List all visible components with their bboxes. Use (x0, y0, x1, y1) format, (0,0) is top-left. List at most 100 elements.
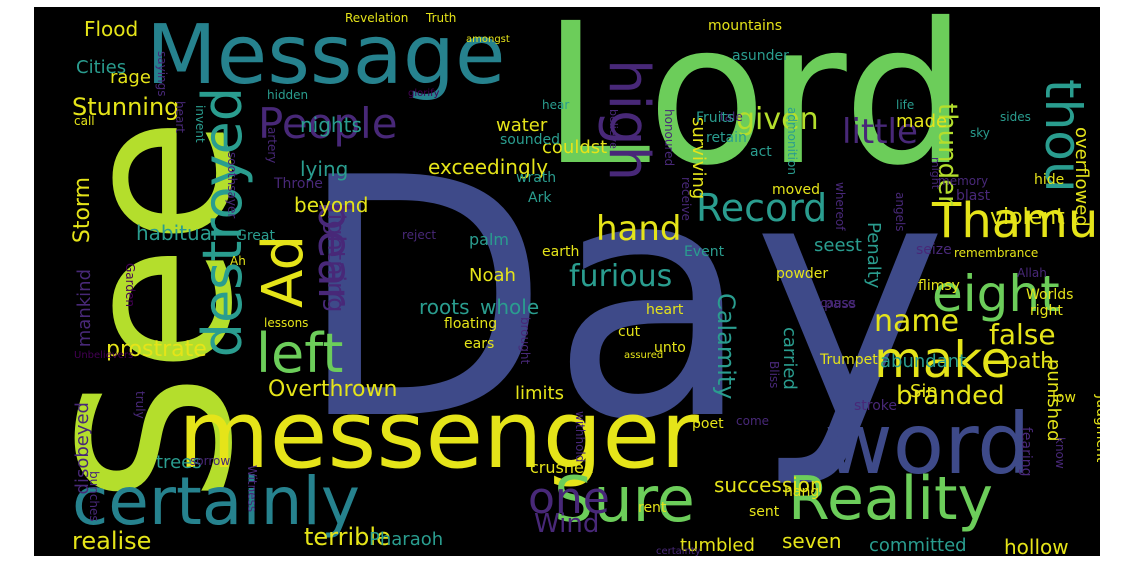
word-beyond: beyond (294, 193, 369, 217)
word-committed: committed (869, 535, 967, 556)
word-great: Great (236, 228, 275, 244)
word-hidden: hidden (267, 88, 309, 102)
word-stroke: stroke (854, 398, 898, 414)
word-unto: unto (654, 340, 686, 356)
word-reject: reject (402, 228, 437, 242)
word-wind: Wind (534, 509, 600, 539)
word-throne: Throne (274, 176, 323, 192)
word-terrible: terrible (304, 523, 391, 551)
word-reality: Reality (788, 464, 994, 534)
word-thou: thou (1034, 79, 1092, 193)
word-heart: heart (173, 101, 187, 133)
word-know: know (1053, 437, 1067, 469)
word-truth: Truth (426, 11, 457, 25)
word-bunches: bunches (87, 471, 101, 522)
word-fearing: fearing (1018, 427, 1034, 477)
word-calamity: Calamity (712, 293, 740, 400)
word-storm: Storm (70, 177, 95, 244)
word-habitual: habitual (136, 221, 218, 245)
word-palm: palm (469, 230, 509, 249)
word-act: act (750, 144, 772, 160)
word-allah: Allah (1017, 266, 1047, 280)
word-thunder: thunder (932, 103, 962, 206)
word-hollow: hollow (1004, 535, 1069, 556)
word-wrath: wrath (516, 170, 557, 186)
word-powder: powder (776, 266, 829, 282)
word-judgment: Judgment (1093, 395, 1100, 463)
word-floating: floating (444, 316, 498, 332)
word-limits: limits (515, 383, 564, 404)
word-day: Day (296, 108, 948, 492)
word-hide: hide (1034, 172, 1065, 188)
word-record: Record (696, 186, 828, 230)
word-overflowed: overflowed (1071, 127, 1092, 227)
word-made: made (896, 111, 948, 132)
word-honoured: honoured (662, 109, 676, 167)
word-soothsayer: soothsayer (225, 152, 239, 219)
word-garden: Garden (123, 263, 137, 307)
word-seven: seven (782, 529, 842, 553)
word-ark: Ark (528, 190, 552, 206)
word-sounded: sounded (500, 132, 560, 148)
word-messenger: messenger (178, 381, 699, 490)
word-worlds: Worlds (1026, 287, 1074, 303)
word-succession: succession (714, 473, 823, 497)
word-pass: pass (824, 296, 857, 312)
word-crushed: crushed (530, 458, 594, 477)
word-path: path (1004, 349, 1055, 374)
word-roots: roots (419, 295, 470, 319)
word-brought: brought (518, 317, 532, 365)
word-assured: assured (624, 350, 664, 361)
word-admonition: admonition (785, 107, 799, 175)
word-sent: sent (749, 504, 780, 520)
word-unbelievers: Unbelievers (74, 350, 134, 361)
word-hear: hear (542, 98, 570, 112)
word-revelation: Revelation (345, 11, 409, 25)
word-invent: invent (193, 105, 207, 143)
word-cause: cause (820, 296, 856, 310)
word-carried: carried (779, 327, 800, 390)
word-lessons: lessons (264, 316, 309, 330)
word-high: high (596, 59, 661, 182)
word-thamud: Thamud (932, 193, 1100, 249)
word-earth: earth (542, 244, 580, 260)
word-sky: sky (970, 126, 990, 140)
word-left: left (256, 322, 344, 385)
word-one: one (528, 473, 610, 524)
word-rent: rent (638, 500, 667, 516)
word-stunning: Stunning (72, 93, 180, 121)
word-flood: Flood (84, 17, 139, 41)
word-noah: Noah (469, 265, 516, 286)
word-ears: ears (464, 336, 495, 352)
word-heart2: heart (646, 302, 684, 318)
word-memory: memory (938, 174, 989, 188)
word-fruits: Fruits (696, 110, 735, 126)
word-ah: Ah (230, 254, 246, 268)
word-lightning: lightning (322, 207, 350, 313)
word-penalty: Penalty (863, 222, 884, 289)
word-ad: Ad (251, 235, 316, 308)
word-hand: hand (596, 209, 682, 249)
word-angels: angels (893, 192, 907, 232)
word-might: might (929, 157, 942, 190)
word-sides: sides (1000, 110, 1031, 124)
word-moved: moved (772, 182, 820, 198)
word-artery: artery (265, 127, 279, 164)
word-false: false (989, 318, 1056, 351)
word-pharaoh: Pharaoh (369, 529, 444, 550)
word-glorify: glorify (408, 88, 440, 99)
word-seize: seize (916, 242, 952, 258)
word-hang: hang (784, 484, 820, 500)
word-flimsy: flimsy (918, 278, 960, 294)
word-asunder: asunder (732, 48, 789, 64)
word-realise: realise (72, 527, 152, 555)
word-water: water (496, 115, 548, 136)
word-low: low (1052, 390, 1076, 406)
word-remembrance: remembrance (954, 246, 1039, 260)
word-sin: Sin (910, 381, 938, 402)
word-name: name (874, 304, 960, 339)
word-overthrown: Overthrown (268, 377, 398, 402)
word-tale: tale (720, 110, 743, 124)
word-life: life (896, 98, 915, 112)
word-cloud-canvas: Lord Day See Message messenger word Reality cer… (34, 7, 1100, 556)
